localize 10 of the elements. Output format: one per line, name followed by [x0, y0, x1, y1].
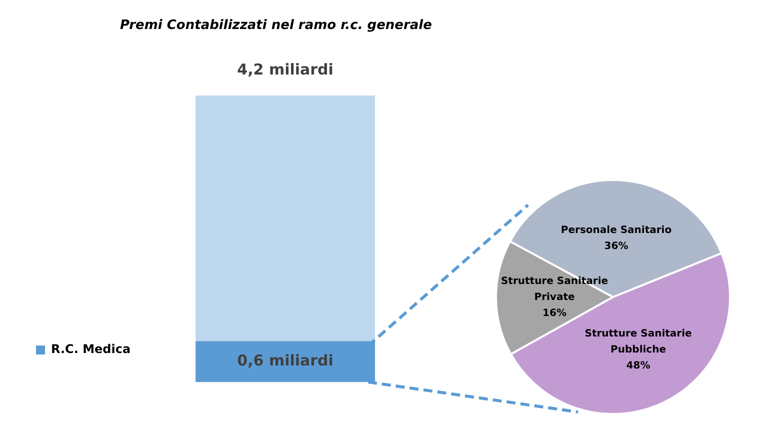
slice-label: Personale Sanitario — [560, 225, 672, 236]
data-label: 16% — [542, 308, 566, 319]
data-label: 36% — [604, 241, 628, 252]
legend-label: R.C. Medica — [51, 342, 131, 356]
data-label: 0,6 miliardi — [237, 351, 334, 370]
slice-label: Strutture Sanitarie Pubbliche — [584, 328, 692, 356]
slice-label: Strutture Sanitarie Private — [500, 276, 608, 303]
data-label: 48% — [626, 360, 650, 372]
chart-title: Premi Contabilizzati nel ramo r.c. generale — [120, 18, 432, 33]
total-label: 4,2 miliardi — [237, 60, 334, 78]
